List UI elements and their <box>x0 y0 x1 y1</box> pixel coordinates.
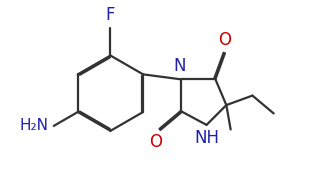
Text: H₂N: H₂N <box>20 118 49 133</box>
Text: NH: NH <box>194 129 219 147</box>
Text: F: F <box>106 6 115 24</box>
Text: O: O <box>218 31 232 49</box>
Text: N: N <box>174 57 186 75</box>
Text: O: O <box>149 133 162 151</box>
